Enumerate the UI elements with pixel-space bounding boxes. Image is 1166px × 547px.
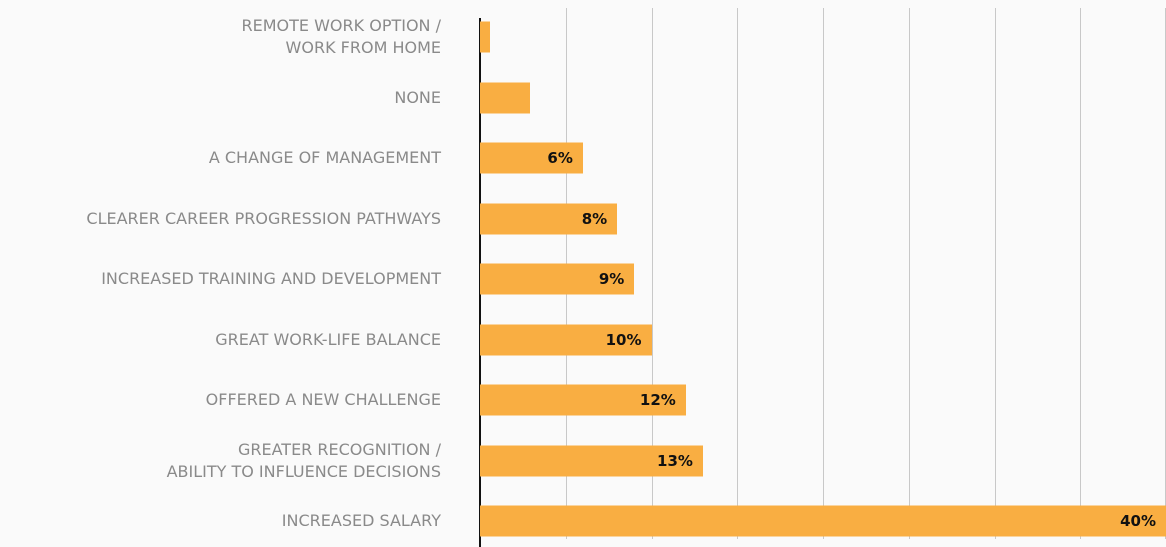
category-label: INCREASED TRAINING AND DEVELOPMENT (101, 269, 441, 288)
bar (480, 142, 583, 174)
grid-line (1080, 8, 1082, 539)
grid-line (651, 8, 653, 539)
category-label: NONE (394, 87, 441, 107)
bar (480, 203, 618, 234)
category-label: GREAT WORK-LIFE BALANCE (215, 329, 441, 349)
value-label: 40% (1120, 512, 1156, 530)
grid-line (823, 8, 824, 539)
category-label: INCREASED SALARY (281, 511, 441, 530)
category-label: A CHANGE OF MANAGEMENT (208, 148, 441, 167)
grid-line (737, 8, 739, 539)
value-label: 10% (605, 330, 642, 349)
bar (480, 82, 530, 113)
bar (480, 445, 703, 476)
category-label: OFFERED A NEW CHALLENGE (205, 390, 441, 409)
value-label: 9% (598, 270, 625, 288)
category-label: CLEARER CAREER PROGRESSION PATHWAYS (86, 208, 441, 228)
bar (480, 324, 652, 355)
grid-line (994, 8, 996, 539)
bar (480, 21, 491, 53)
category-label: GREATER RECOGNITION / ABILITY TO INFLUEN… (166, 439, 441, 481)
value-label: 12% (639, 391, 676, 409)
bar (480, 263, 635, 295)
value-label: 13% (657, 451, 693, 470)
bar (480, 384, 686, 416)
grid-line (908, 8, 910, 539)
category-label: REMOTE WORK OPTION / WORK FROM HOME (241, 16, 441, 57)
value-label: 8% (581, 209, 608, 228)
value-label: 6% (547, 149, 573, 167)
bar (480, 505, 1166, 537)
